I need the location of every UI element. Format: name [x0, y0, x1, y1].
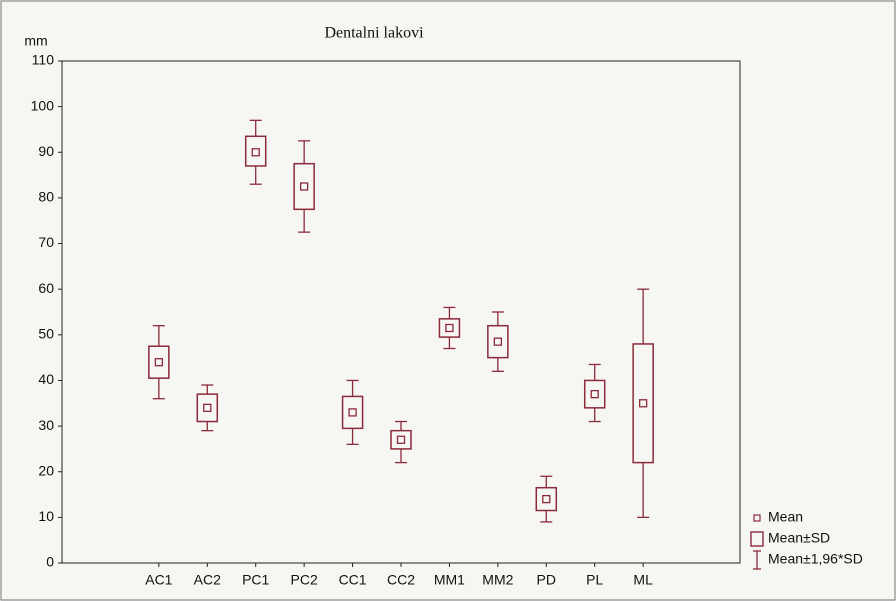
- x-tick-label: MM1: [434, 572, 465, 588]
- mean-marker: [493, 337, 503, 346]
- box: [148, 345, 170, 379]
- x-tick-label: AC2: [194, 572, 221, 588]
- y-tick-label: 30: [38, 417, 54, 433]
- box: [390, 429, 412, 450]
- x-tick-label: AC1: [145, 572, 172, 588]
- mean-marker: [396, 435, 406, 444]
- y-tick-label: 40: [38, 371, 54, 387]
- mean-marker: [203, 403, 212, 412]
- y-tick-label: 100: [31, 97, 55, 113]
- mean-marker: [299, 182, 309, 191]
- box: [632, 343, 654, 464]
- legend-label: Mean±SD: [768, 530, 830, 546]
- mean-marker: [251, 148, 260, 157]
- mean-marker: [348, 408, 357, 417]
- y-tick-label: 90: [38, 143, 54, 159]
- y-tick-label: 50: [38, 326, 54, 342]
- legend-label: Mean: [768, 509, 803, 525]
- mean-marker: [542, 494, 551, 504]
- mean-marker: [445, 323, 454, 333]
- box: [535, 486, 558, 512]
- y-tick-label: 20: [38, 462, 54, 478]
- y-tick-label: 110: [32, 52, 55, 68]
- box: [341, 395, 364, 430]
- y-tick-label: 80: [38, 189, 54, 205]
- y-axis-label: mm: [24, 33, 47, 49]
- x-tick-label: ML: [633, 572, 653, 588]
- legend-mean-icon: [753, 514, 761, 522]
- y-tick-label: 60: [38, 280, 54, 296]
- y-tick-label: 10: [38, 508, 54, 524]
- legend-label: Mean±1,96*SD: [768, 551, 863, 567]
- x-tick-label: PD: [537, 572, 556, 588]
- box: [196, 393, 219, 423]
- box: [293, 162, 315, 211]
- box: [438, 318, 461, 338]
- x-tick-label: PC2: [291, 572, 318, 588]
- mean-marker: [638, 399, 648, 408]
- legend-sd-icon: [750, 531, 764, 547]
- mean-marker: [154, 358, 164, 367]
- x-tick-label: PL: [586, 572, 603, 588]
- x-tick-label: MM2: [482, 572, 513, 588]
- box: [583, 379, 606, 409]
- x-tick-label: CC1: [339, 572, 367, 588]
- box: [244, 135, 267, 167]
- x-tick-label: PC1: [242, 572, 269, 588]
- y-tick-label: 70: [38, 234, 54, 250]
- mean-marker: [590, 389, 599, 399]
- y-tick-label: 0: [46, 554, 54, 570]
- x-tick-label: CC2: [387, 572, 415, 588]
- chart-title: Dentalni lakovi: [324, 25, 424, 42]
- box: [487, 324, 509, 359]
